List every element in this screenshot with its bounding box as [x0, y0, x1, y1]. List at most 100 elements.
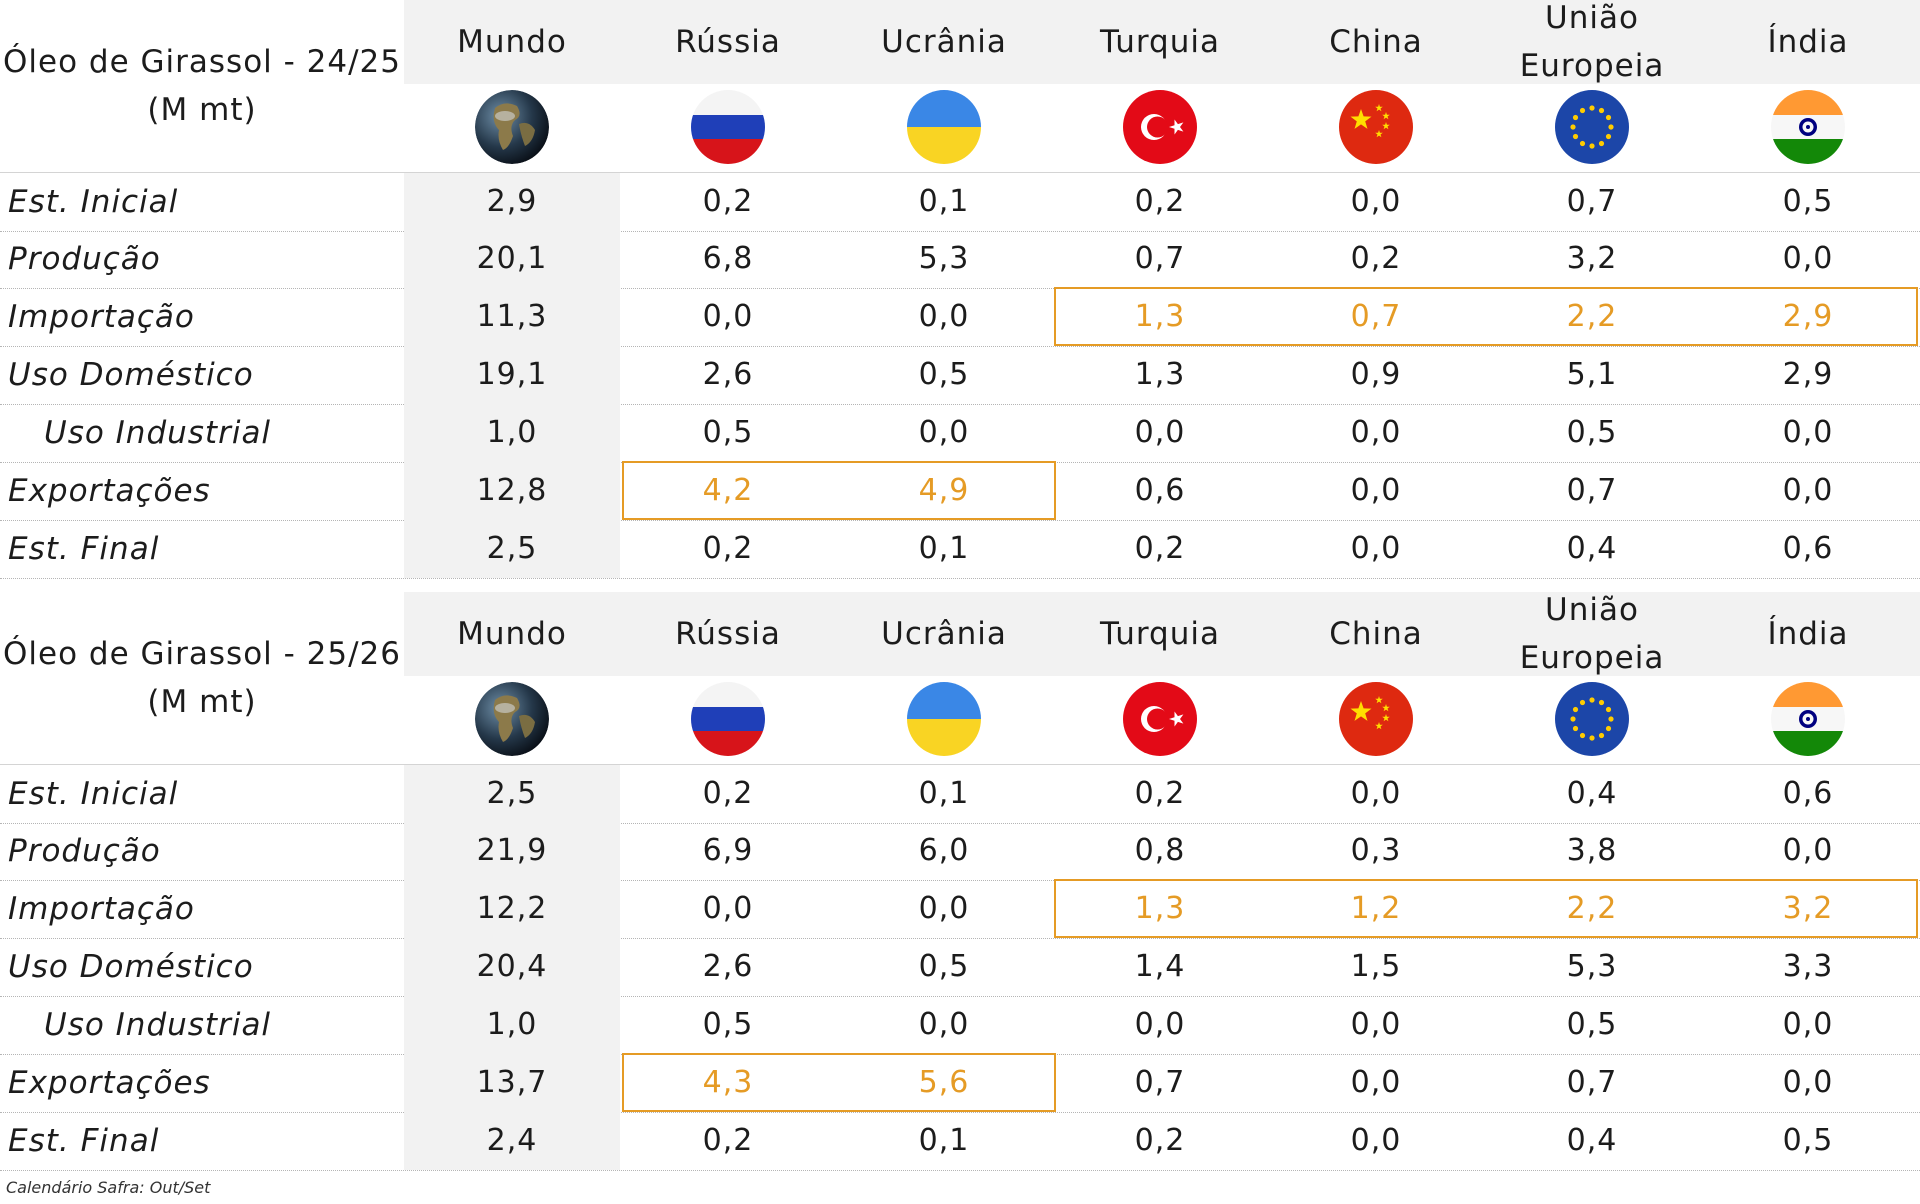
- turkey-flag-icon: [1123, 682, 1197, 756]
- value-cell: 0,5: [702, 1007, 754, 1042]
- value-cell: 0,4: [1566, 531, 1618, 566]
- value-cell: 0,0: [1350, 531, 1402, 566]
- mundo-column-shade: [404, 765, 620, 823]
- value-cell: 6,9: [702, 833, 754, 868]
- value-cell: 3,3: [1782, 949, 1834, 984]
- value-cell: 12,8: [476, 473, 548, 508]
- flag-cell: [1052, 682, 1268, 756]
- row-label: Importação: [8, 299, 195, 335]
- mundo-column-shade: [404, 346, 620, 404]
- value-cell: 0,0: [1350, 184, 1402, 219]
- value-cell: 0,0: [918, 1007, 970, 1042]
- value-cell: 0,2: [702, 776, 754, 811]
- value-cell: 0,0: [1350, 415, 1402, 450]
- value-cell: 1,3: [1134, 299, 1186, 334]
- value-cell: 0,0: [702, 891, 754, 926]
- value-cell: 19,1: [476, 357, 548, 392]
- row-label: Exportações: [8, 473, 211, 509]
- india-flag-icon: [1771, 90, 1845, 164]
- row-label: Uso Doméstico: [8, 949, 254, 985]
- value-cell: 0,9: [1350, 357, 1402, 392]
- value-cell: 0,7: [1134, 241, 1186, 276]
- flag-cell: [620, 682, 836, 756]
- value-cell: 0,8: [1134, 833, 1186, 868]
- value-cell: 0,0: [1782, 241, 1834, 276]
- flag-cell: [404, 90, 620, 164]
- value-cell: 0,5: [1566, 415, 1618, 450]
- value-cell: 0,5: [1782, 184, 1834, 219]
- table-row: Est. Inicial 2,5 0,2 0,1 0,2 0,0 0,4 0,6: [0, 764, 1920, 824]
- row-label: Produção: [8, 241, 161, 277]
- value-cell: 0,0: [1350, 1123, 1402, 1158]
- row-label: Exportações: [8, 1065, 211, 1101]
- highlight-box: [1054, 879, 1918, 938]
- column-header: União Europeia: [1519, 0, 1665, 84]
- footnote: Calendário Safra: Out/Set: [6, 1178, 211, 1197]
- row-label: Est. Final: [8, 531, 160, 567]
- table-panel-1: Óleo de Girassol - 24/25 (M mt) Mundo Rússi…: [0, 0, 1920, 579]
- value-cell: 0,0: [1350, 1065, 1402, 1100]
- value-cell: 21,9: [476, 833, 548, 868]
- value-cell: 0,0: [1134, 415, 1186, 450]
- mundo-column-shade: [404, 1054, 620, 1112]
- value-cell: 2,2: [1566, 891, 1618, 926]
- value-cell: 0,2: [1350, 241, 1402, 276]
- column-header: China: [1329, 616, 1423, 652]
- table-title-unit: (M mt): [147, 92, 257, 128]
- table-panel-2: Óleo de Girassol - 25/26 (M mt) Mundo Rússi…: [0, 592, 1920, 1171]
- table-row: Importação 11,3 0,0 0,0 1,3 0,7 2,2 2,9: [0, 288, 1920, 347]
- row-label: Est. Final: [8, 1123, 160, 1159]
- table-row: Produção 20,1 6,8 5,3 0,7 0,2 3,2 0,0: [0, 230, 1920, 289]
- flag-cell: [1484, 682, 1700, 756]
- value-cell: 0,0: [1350, 776, 1402, 811]
- column-header: Rússia: [675, 24, 781, 60]
- russia-flag-icon: [691, 90, 765, 164]
- header-band: [404, 592, 1920, 676]
- eu-flag-icon: [1555, 682, 1629, 756]
- value-cell: 1,3: [1134, 891, 1186, 926]
- table-row: Uso Doméstico 19,1 2,6 0,5 1,3 0,9 5,1 2,9: [0, 346, 1920, 405]
- value-cell: 3,2: [1782, 891, 1834, 926]
- value-cell: 0,2: [1134, 1123, 1186, 1158]
- mundo-column-shade: [404, 288, 620, 346]
- value-cell: 0,0: [1782, 1007, 1834, 1042]
- china-flag-icon: [1339, 682, 1413, 756]
- row-label: Uso Industrial: [44, 415, 272, 451]
- value-cell: 0,6: [1782, 531, 1834, 566]
- value-cell: 0,0: [1350, 1007, 1402, 1042]
- value-cell: 0,6: [1782, 776, 1834, 811]
- mundo-column-shade: [404, 938, 620, 996]
- india-flag-icon: [1771, 682, 1845, 756]
- ukraine-flag-icon: [907, 90, 981, 164]
- ukraine-flag-icon: [907, 682, 981, 756]
- value-cell: 3,8: [1566, 833, 1618, 868]
- table-row: Est. Final 2,4 0,2 0,1 0,2 0,0 0,4 0,5: [0, 1112, 1920, 1171]
- value-cell: 2,5: [486, 531, 538, 566]
- value-cell: 0,2: [702, 531, 754, 566]
- value-cell: 0,0: [702, 299, 754, 334]
- table-row: Importação 12,2 0,0 0,0 1,3 1,2 2,2 3,2: [0, 880, 1920, 939]
- value-cell: 0,7: [1350, 299, 1402, 334]
- highlight-box: [622, 461, 1056, 520]
- value-cell: 0,7: [1566, 473, 1618, 508]
- value-cell: 0,5: [1566, 1007, 1618, 1042]
- value-cell: 5,6: [918, 1065, 970, 1100]
- value-cell: 2,9: [486, 184, 538, 219]
- value-cell: 0,4: [1566, 1123, 1618, 1158]
- value-cell: 0,0: [1782, 833, 1834, 868]
- value-cell: 0,2: [1134, 776, 1186, 811]
- table-title: Óleo de Girassol - 25/26 (M mt): [0, 630, 404, 726]
- value-cell: 0,2: [702, 184, 754, 219]
- flag-cell: [1700, 682, 1916, 756]
- row-label: Produção: [8, 833, 161, 869]
- value-cell: 0,2: [1134, 184, 1186, 219]
- flag-cell: [836, 682, 1052, 756]
- value-cell: 2,5: [486, 776, 538, 811]
- table-row: Est. Inicial 2,9 0,2 0,1 0,2 0,0 0,7 0,5: [0, 172, 1920, 232]
- flag-cell: [836, 90, 1052, 164]
- value-cell: 0,3: [1350, 833, 1402, 868]
- value-cell: 1,0: [486, 1007, 538, 1042]
- table-title-line1: Óleo de Girassol - 24/25: [3, 44, 401, 80]
- value-cell: 5,3: [918, 241, 970, 276]
- row-label: Uso Industrial: [44, 1007, 272, 1043]
